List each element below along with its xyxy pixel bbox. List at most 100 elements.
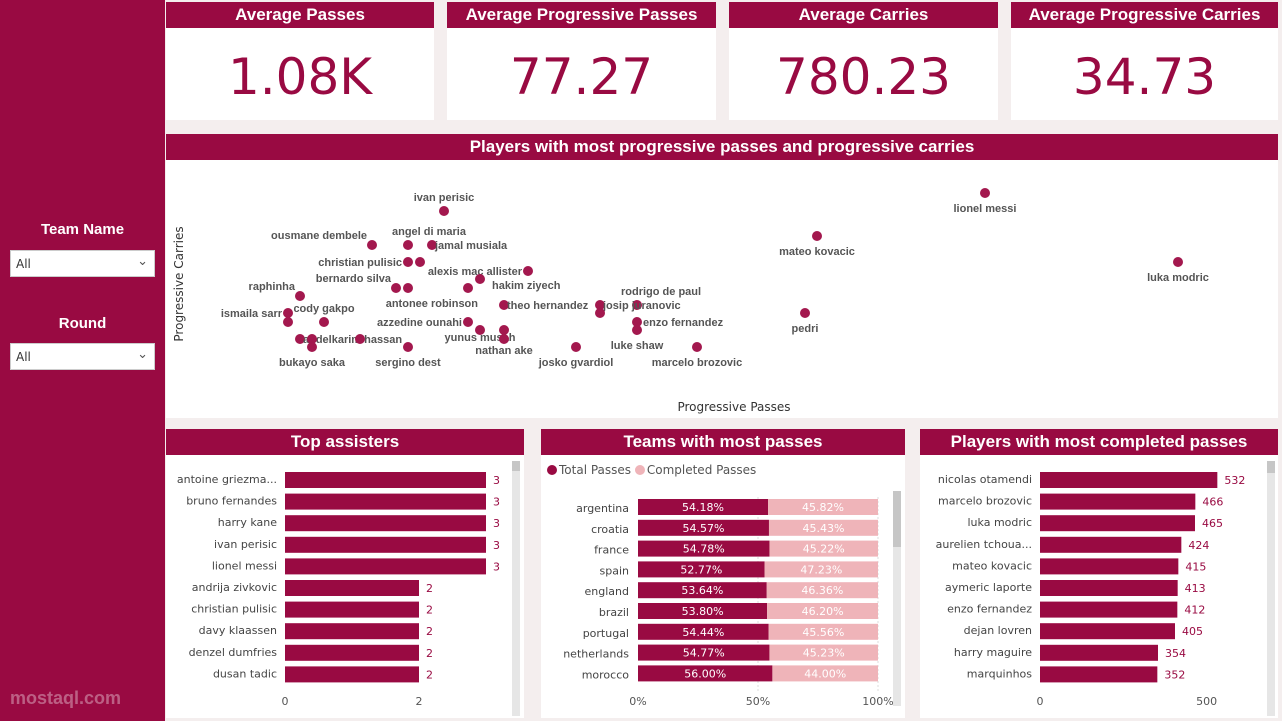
scatter-point-label: raphinha — [249, 281, 296, 293]
bar-value-label: 413 — [1185, 582, 1206, 595]
scatter-point — [499, 325, 509, 335]
scatter-point — [812, 231, 822, 241]
bar-category-label: denzel dumfries — [189, 646, 278, 659]
kpi-card-average-passes: Average Passes 1.08K — [166, 2, 434, 120]
scatter-point-label: enzo fernandez — [643, 317, 724, 329]
scatter-point — [499, 334, 509, 344]
bar-category-label: dusan tadic — [213, 667, 277, 680]
bar-value-label: 54.77% — [683, 647, 725, 660]
bar — [1040, 580, 1178, 596]
scatter-chart: Progressive Passes Progressive Carries i… — [172, 188, 1209, 414]
x-tick-label: 100% — [862, 695, 893, 708]
bar-value-label: 405 — [1182, 625, 1203, 638]
scatter-point — [475, 274, 485, 284]
scatter-point — [1173, 257, 1183, 267]
kpi-value: 1.08K — [227, 48, 373, 106]
bar-total-passes — [638, 499, 769, 515]
teams-passes-panel: Teams with most passes Total Passes Comp… — [541, 429, 905, 718]
round-dropdown[interactable]: All ⌄ — [10, 343, 155, 370]
bar-value-label: 54.18% — [682, 501, 724, 514]
bar-total-passes — [638, 665, 773, 682]
bar-category-label: christian pulisic — [191, 603, 277, 616]
bar-category-label: aymeric laporte — [945, 581, 1032, 594]
team-name-dropdown[interactable]: All ⌄ — [10, 250, 155, 277]
scatter-point — [439, 206, 449, 216]
scrollbar[interactable] — [512, 461, 520, 716]
bar-value-label: 44.00% — [804, 667, 846, 680]
bar-value-label: 2 — [426, 604, 433, 617]
kpi-value: 780.23 — [776, 48, 951, 106]
scatter-point — [571, 342, 581, 352]
completed-passes-title: Players with most completed passes — [920, 429, 1278, 455]
scatter-point — [307, 334, 317, 344]
scatter-point — [295, 334, 305, 344]
scatter-point-label: josip juranovic — [602, 300, 681, 312]
bar-category-label: ivan perisic — [214, 538, 277, 551]
y-axis-label: Progressive Carries — [172, 226, 186, 341]
bar — [1040, 623, 1175, 640]
watermark: mostaql.com — [10, 688, 122, 708]
scrollbar[interactable] — [1267, 461, 1275, 716]
bar — [1040, 493, 1196, 510]
bar-value-label: 3 — [493, 474, 500, 487]
legend-completed-passes[interactable]: Completed Passes — [646, 463, 757, 477]
scatter-point — [632, 317, 642, 327]
bar-category-label: harry kane — [218, 516, 277, 529]
scatter-point — [595, 308, 605, 318]
scatter-point — [463, 283, 473, 293]
scatter-point — [499, 300, 509, 310]
bar-value-label: 45.56% — [802, 626, 844, 639]
scatter-point — [391, 283, 401, 293]
bar-value-label: 412 — [1184, 604, 1205, 617]
scatter-point-label: lionel messi — [954, 203, 1017, 215]
bar-value-label: 2 — [426, 668, 433, 681]
bar-category-label: mateo kovacic — [952, 559, 1032, 572]
scatter-point — [403, 342, 413, 352]
bar-completed-passes — [769, 644, 878, 661]
x-tick-label: 2 — [416, 695, 423, 708]
bar — [285, 558, 486, 575]
scatter-point — [415, 257, 425, 267]
scatter-point — [692, 342, 702, 352]
scatter-point-label: rodrigo de paul — [621, 286, 701, 298]
completed-passes-chart: nicolas otamendi 532 marcelo brozovic 466 lu… — [936, 472, 1245, 708]
kpi-value: 34.73 — [1072, 48, 1217, 106]
top-assisters-panel: Top assisters antoine griezma... 3 bruno f… — [166, 429, 524, 718]
scatter-title: Players with most progressive passes and… — [166, 134, 1278, 160]
legend-total-passes[interactable]: Total Passes — [559, 463, 632, 477]
scatter-point-label: theo hernandez — [507, 300, 589, 312]
x-tick-label: 50% — [746, 695, 770, 708]
completed-passes-panel: Players with most completed passes nicol… — [920, 429, 1278, 718]
scatter-point — [307, 342, 317, 352]
top-assisters-title: Top assisters — [166, 429, 524, 455]
scatter-point — [632, 300, 642, 310]
scatter-point-label: bukayo saka — [279, 357, 346, 369]
bar-value-label: 2 — [426, 625, 433, 638]
bar — [285, 623, 419, 640]
scatter-point — [595, 300, 605, 310]
teams-passes-title: Teams with most passes — [541, 429, 905, 455]
scrollbar[interactable] — [893, 491, 901, 706]
team-name-value: All — [16, 257, 31, 271]
scatter-point-label: christian pulisic — [318, 257, 402, 269]
bar-category-label: marquinhos — [967, 667, 1032, 680]
bar-value-label: 46.20% — [802, 605, 844, 618]
bar — [1040, 536, 1182, 553]
kpi-title: Average Progressive Passes — [447, 2, 716, 28]
scatter-point-label: ismaila sarr — [221, 308, 283, 320]
scatter-point-label: luke shaw — [611, 340, 664, 352]
bar-value-label: 56.00% — [684, 667, 726, 680]
x-tick-label: 0% — [629, 695, 646, 708]
bar-value-label: 465 — [1202, 517, 1223, 530]
kpi-card-average-carries: Average Carries 780.23 — [729, 2, 998, 120]
bar — [1040, 472, 1218, 488]
bar-completed-passes — [768, 623, 878, 640]
bar — [1040, 515, 1195, 532]
kpi-title: Average Carries — [729, 2, 998, 28]
filter-sidebar: Team Name All ⌄ Round All ⌄ mostaql.com — [0, 0, 165, 721]
bar-category-label: davy klaassen — [199, 624, 277, 637]
bar — [1040, 558, 1179, 575]
bar-value-label: 3 — [493, 517, 500, 530]
scatter-point — [283, 308, 293, 318]
scatter-point — [980, 188, 990, 198]
